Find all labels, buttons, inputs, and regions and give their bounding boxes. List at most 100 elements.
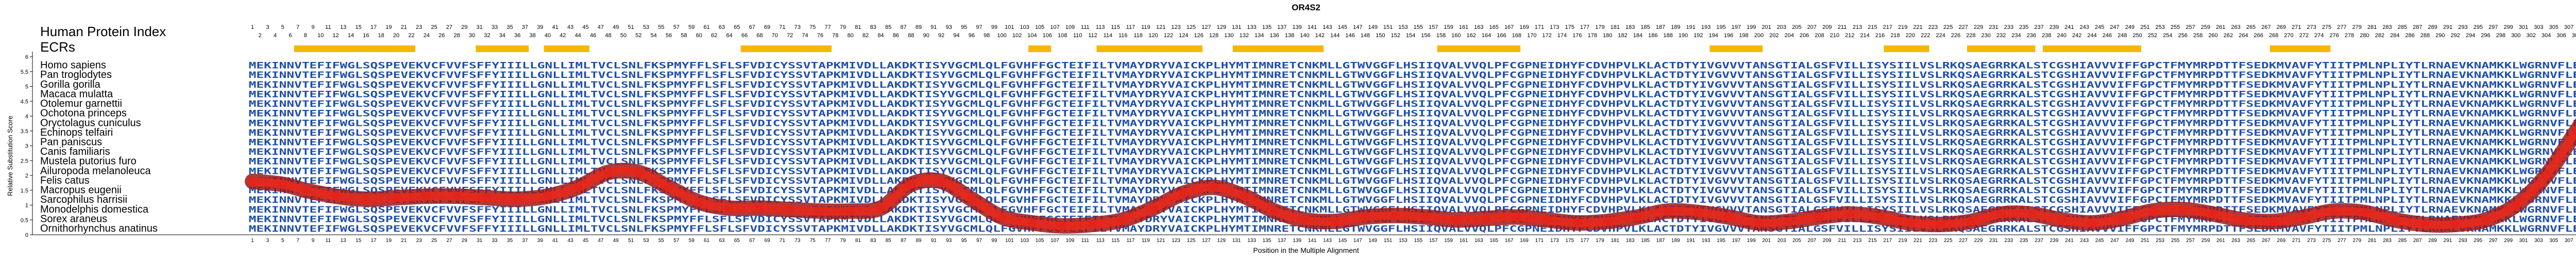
x-tick-label: 277 <box>2337 238 2346 244</box>
index-tick-label: 300 <box>2511 33 2520 39</box>
index-tick-label: 21 <box>401 24 407 30</box>
index-tick-label: 8 <box>304 33 307 39</box>
index-tick-label: 15 <box>355 24 362 30</box>
index-tick-label: 283 <box>2382 24 2392 30</box>
ecr-segment <box>294 45 415 52</box>
index-tick-label: 18 <box>378 33 384 39</box>
x-tick-label: 125 <box>1187 238 1196 244</box>
index-tick-label: 82 <box>862 33 869 39</box>
x-tick-label: 45 <box>583 238 589 244</box>
x-tick-label: 253 <box>2156 238 2164 244</box>
x-tick-label: 33 <box>492 238 498 244</box>
index-tick-label: 137 <box>1277 24 1286 30</box>
x-axis-label: Position in the Multiple Alignment <box>1253 246 1359 254</box>
index-tick-label: 189 <box>1671 24 1680 30</box>
x-tick-label: 183 <box>1626 238 1635 244</box>
index-tick-label: 77 <box>825 24 831 30</box>
y-tick-label: 4 <box>25 114 28 120</box>
index-tick-label: 60 <box>696 33 702 39</box>
index-tick-label: 118 <box>1133 33 1143 39</box>
index-tick-label: 61 <box>703 24 709 30</box>
index-tick-label: 188 <box>1664 33 1673 39</box>
x-tick-label: 161 <box>1460 238 1468 244</box>
index-tick-label: 23 <box>416 24 422 30</box>
index-tick-label: 230 <box>1981 33 1991 39</box>
x-tick-label: 119 <box>1142 238 1150 244</box>
index-tick-label: 11 <box>325 24 331 30</box>
index-tick-label: 78 <box>832 33 838 39</box>
index-tick-label: 217 <box>1883 24 1892 30</box>
index-tick-label: 176 <box>1572 33 1582 39</box>
index-tick-label: 219 <box>1898 24 1907 30</box>
x-tick-label: 47 <box>598 238 604 244</box>
x-tick-label: 39 <box>537 238 544 244</box>
x-tick-label: 189 <box>1671 238 1680 244</box>
index-tick-label: 235 <box>2019 24 2028 30</box>
score-point <box>785 205 795 215</box>
index-tick-label: 48 <box>605 33 611 39</box>
x-tick-label: 215 <box>1868 238 1877 244</box>
index-tick-label: 105 <box>1035 24 1044 30</box>
alignment-row: MEKINNVTEFIFWGLSQSPEVEKVCFVVFSFFYIIILLGN… <box>249 80 2576 90</box>
index-tick-label: 86 <box>893 33 899 39</box>
index-tick-label: 19 <box>385 24 392 30</box>
score-point <box>2481 215 2490 225</box>
index-tick-label: 288 <box>2420 33 2430 39</box>
score-point <box>361 195 371 204</box>
index-tick-label: 284 <box>2390 33 2399 39</box>
index-tick-label: 79 <box>840 24 846 30</box>
index-tick-label: 28 <box>454 33 460 39</box>
species-label: Ornithorhynchus anatinus <box>40 223 158 234</box>
score-point <box>2541 171 2551 180</box>
index-tick-label: 143 <box>1323 24 1332 30</box>
x-tick-label: 77 <box>825 238 831 244</box>
x-tick-label: 187 <box>1656 238 1665 244</box>
index-tick-label: 53 <box>643 24 649 30</box>
x-tick-label: 131 <box>1232 238 1241 244</box>
x-tick-label: 193 <box>1702 238 1710 244</box>
x-tick-label: 67 <box>749 238 755 244</box>
y-tick-label: 3.5 <box>21 128 28 135</box>
index-tick-label: 148 <box>1361 33 1370 39</box>
index-tick-label: 308 <box>2572 33 2576 39</box>
score-point <box>1300 215 1310 225</box>
index-tick-label: 10 <box>317 33 324 39</box>
index-tick-label: 16 <box>363 33 369 39</box>
index-tick-label: 164 <box>1482 33 1491 39</box>
index-tick-label: 127 <box>1201 24 1211 30</box>
x-tick-label: 55 <box>658 238 665 244</box>
x-tick-label: 5 <box>281 238 284 244</box>
y-tick-label: 1.5 <box>21 188 28 194</box>
chart-title: OR4S2 <box>1292 3 1320 12</box>
score-point <box>1330 217 1340 227</box>
x-tick-label: 13 <box>341 238 347 244</box>
index-tick-label: 81 <box>855 24 861 30</box>
index-tick-label: 249 <box>2125 24 2134 30</box>
index-tick-label: 239 <box>2049 24 2059 30</box>
x-tick-label: 27 <box>446 238 452 244</box>
x-tick-label: 9 <box>312 238 315 244</box>
y-tick-label: 2 <box>25 173 28 179</box>
index-tick-label: 281 <box>2367 24 2377 30</box>
x-tick-label: 25 <box>431 238 437 244</box>
x-tick-label: 153 <box>1399 238 1408 244</box>
index-tick-label: 228 <box>1966 33 1975 39</box>
species-label: Canis familiaris <box>40 146 110 157</box>
index-tick-label: 255 <box>2171 24 2180 30</box>
index-tick-label: 24 <box>423 33 430 39</box>
index-tick-label: 140 <box>1300 33 1309 39</box>
human-protein-index-label: Human Protein Index <box>40 24 166 39</box>
score-point <box>1179 188 1189 198</box>
x-tick-label: 293 <box>2459 238 2467 244</box>
index-tick-label: 273 <box>2307 24 2316 30</box>
x-tick-label: 201 <box>1762 238 1771 244</box>
alignment-row: MEKINNVTEFIFWGLSQSPEVEKVCFVVFSFFYIIILLGN… <box>249 61 2576 71</box>
index-tick-label: 209 <box>1822 24 1832 30</box>
x-tick-label: 181 <box>1611 238 1619 244</box>
x-tick-label: 209 <box>1823 238 1832 244</box>
index-tick-label: 69 <box>764 24 770 30</box>
index-tick-label: 45 <box>582 24 588 30</box>
index-tick-label: 162 <box>1466 33 1476 39</box>
index-tick-label: 280 <box>2360 33 2369 39</box>
index-tick-label: 26 <box>438 33 445 39</box>
